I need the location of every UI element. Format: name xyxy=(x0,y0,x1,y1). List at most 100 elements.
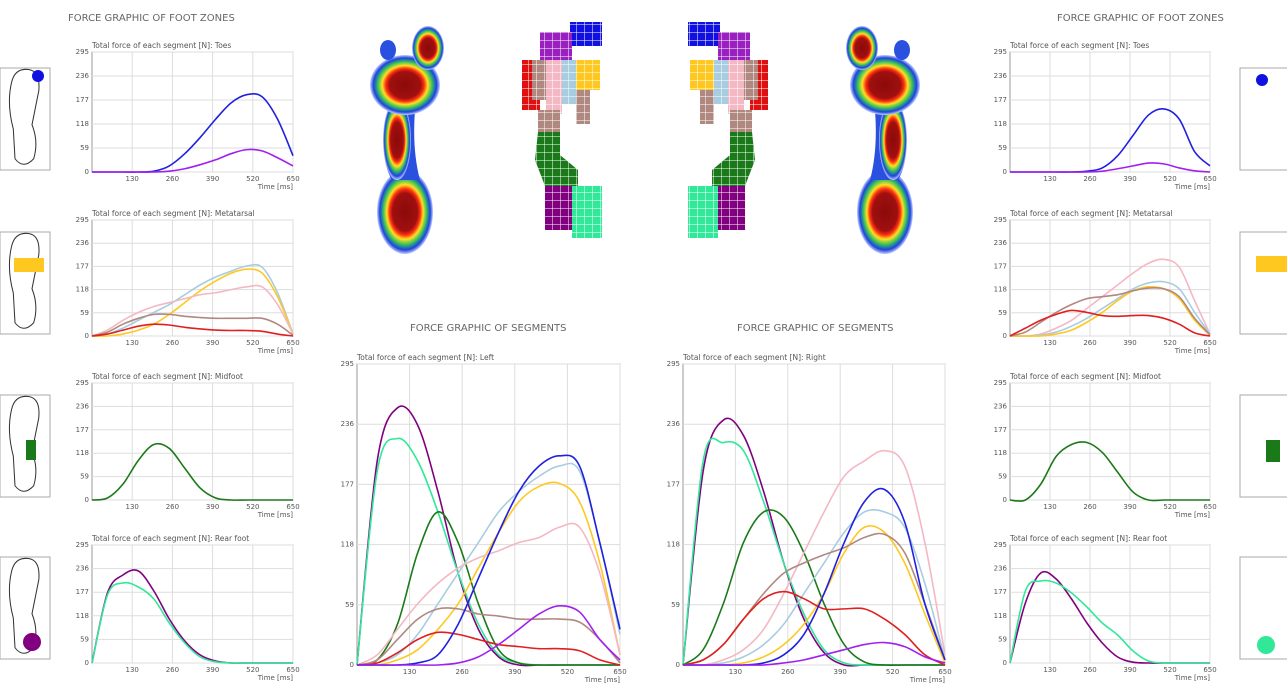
y-tick-label: 236 xyxy=(994,72,1008,80)
zone-fill xyxy=(14,258,44,272)
chart-title: Total force of each segment [N]: Toes xyxy=(1009,41,1149,50)
y-tick-label: 177 xyxy=(994,588,1007,596)
y-tick-label: 0 xyxy=(85,168,89,176)
x-axis-label: Time [ms] xyxy=(1174,347,1211,355)
y-tick-label: 0 xyxy=(85,659,89,667)
x-tick-label: 130 xyxy=(126,503,139,511)
x-tick-label: 520 xyxy=(1163,503,1176,511)
x-tick-label: 130 xyxy=(126,175,139,183)
x-tick-label: 650 xyxy=(938,668,951,676)
y-tick-label: 177 xyxy=(76,426,89,434)
y-tick-label: 0 xyxy=(1003,168,1007,176)
x-axis-label: Time [ms] xyxy=(584,676,621,684)
section-heading: FORCE GRAPHIC OF FOOT ZONES xyxy=(68,13,235,24)
x-tick-label: 130 xyxy=(1043,503,1056,511)
y-tick-label: 118 xyxy=(994,612,1007,620)
y-tick-label: 177 xyxy=(994,262,1007,270)
x-tick-label: 390 xyxy=(1123,503,1136,511)
zone-dot xyxy=(32,70,44,82)
y-tick-label: 0 xyxy=(1003,659,1007,667)
x-tick-label: 650 xyxy=(1203,175,1216,183)
x-tick-label: 650 xyxy=(1203,666,1216,674)
x-tick-label: 130 xyxy=(729,668,742,676)
y-tick-label: 295 xyxy=(994,379,1007,387)
y-tick-label: 59 xyxy=(998,309,1007,317)
y-tick-label: 236 xyxy=(76,72,90,80)
chart-title: Total force of each segment [N]: Right xyxy=(682,353,826,362)
x-axis-label: Time [ms] xyxy=(1174,183,1211,191)
y-tick-label: 295 xyxy=(994,48,1007,56)
x-axis-label: Time [ms] xyxy=(1174,674,1211,682)
y-tick-label: 295 xyxy=(667,360,680,368)
y-tick-label: 177 xyxy=(994,96,1007,104)
y-tick-label: 236 xyxy=(76,565,90,573)
y-tick-label: 59 xyxy=(80,309,89,317)
y-tick-label: 59 xyxy=(80,144,89,152)
y-tick-label: 177 xyxy=(341,480,354,488)
x-tick-label: 520 xyxy=(246,175,259,183)
x-tick-label: 390 xyxy=(206,503,219,511)
y-tick-label: 177 xyxy=(76,96,89,104)
y-tick-label: 177 xyxy=(994,426,1007,434)
x-axis-label: Time [ms] xyxy=(1174,511,1211,519)
x-tick-label: 650 xyxy=(1203,339,1216,347)
y-tick-label: 295 xyxy=(76,48,89,56)
plot-area xyxy=(1010,52,1210,172)
chart-title: Total force of each segment [N]: Midfoot xyxy=(91,372,243,381)
x-tick-label: 520 xyxy=(246,339,259,347)
plot-area xyxy=(1010,545,1210,663)
y-tick-label: 0 xyxy=(350,661,354,669)
x-tick-label: 130 xyxy=(1043,175,1056,183)
x-tick-label: 390 xyxy=(508,668,521,676)
left-segment-map xyxy=(520,22,604,242)
x-tick-label: 650 xyxy=(613,668,626,676)
x-tick-label: 390 xyxy=(206,175,219,183)
y-tick-label: 177 xyxy=(76,588,89,596)
y-tick-label: 295 xyxy=(994,541,1007,549)
y-tick-label: 118 xyxy=(76,120,89,128)
x-axis-label: Time [ms] xyxy=(909,676,946,684)
x-tick-label: 260 xyxy=(1083,666,1096,674)
y-tick-label: 236 xyxy=(76,239,90,247)
y-tick-label: 59 xyxy=(80,635,89,643)
y-tick-label: 236 xyxy=(994,239,1008,247)
x-tick-label: 650 xyxy=(1203,503,1216,511)
x-axis-label: Time [ms] xyxy=(257,347,294,355)
zone-dot xyxy=(1256,74,1268,86)
x-tick-label: 260 xyxy=(1083,339,1096,347)
y-tick-label: 295 xyxy=(76,541,89,549)
plot-area xyxy=(92,52,293,172)
y-tick-label: 0 xyxy=(676,661,680,669)
x-tick-label: 130 xyxy=(126,339,139,347)
y-tick-label: 295 xyxy=(994,216,1007,224)
y-tick-label: 236 xyxy=(994,565,1008,573)
x-tick-label: 650 xyxy=(286,503,299,511)
plot-area xyxy=(92,383,293,500)
y-tick-label: 118 xyxy=(341,541,354,549)
x-tick-label: 390 xyxy=(1123,339,1136,347)
x-tick-label: 520 xyxy=(246,503,259,511)
plot-area xyxy=(92,545,293,663)
section-heading: FORCE GRAPHIC OF SEGMENTS xyxy=(410,323,566,334)
y-tick-label: 0 xyxy=(85,332,89,340)
y-tick-label: 236 xyxy=(341,420,355,428)
left-pressure-map xyxy=(370,26,444,254)
x-tick-label: 520 xyxy=(1163,339,1176,347)
x-tick-label: 650 xyxy=(286,339,299,347)
y-tick-label: 177 xyxy=(667,480,680,488)
y-tick-label: 59 xyxy=(998,473,1007,481)
right-pressure-map xyxy=(846,26,920,254)
zone-fill xyxy=(1256,256,1287,272)
x-axis-label: Time [ms] xyxy=(257,674,294,682)
x-tick-label: 390 xyxy=(206,666,219,674)
x-tick-label: 260 xyxy=(166,339,179,347)
x-axis-label: Time [ms] xyxy=(257,511,294,519)
chart-title: Total force of each segment [N]: Metatar… xyxy=(91,209,255,218)
x-tick-label: 520 xyxy=(246,666,259,674)
plot-area xyxy=(1010,220,1210,336)
chart-title: Total force of each segment [N]: Rear fo… xyxy=(91,534,249,543)
x-tick-label: 260 xyxy=(166,175,179,183)
icon-frame xyxy=(1240,232,1287,334)
zone-fill xyxy=(1266,440,1280,462)
x-tick-label: 650 xyxy=(286,175,299,183)
